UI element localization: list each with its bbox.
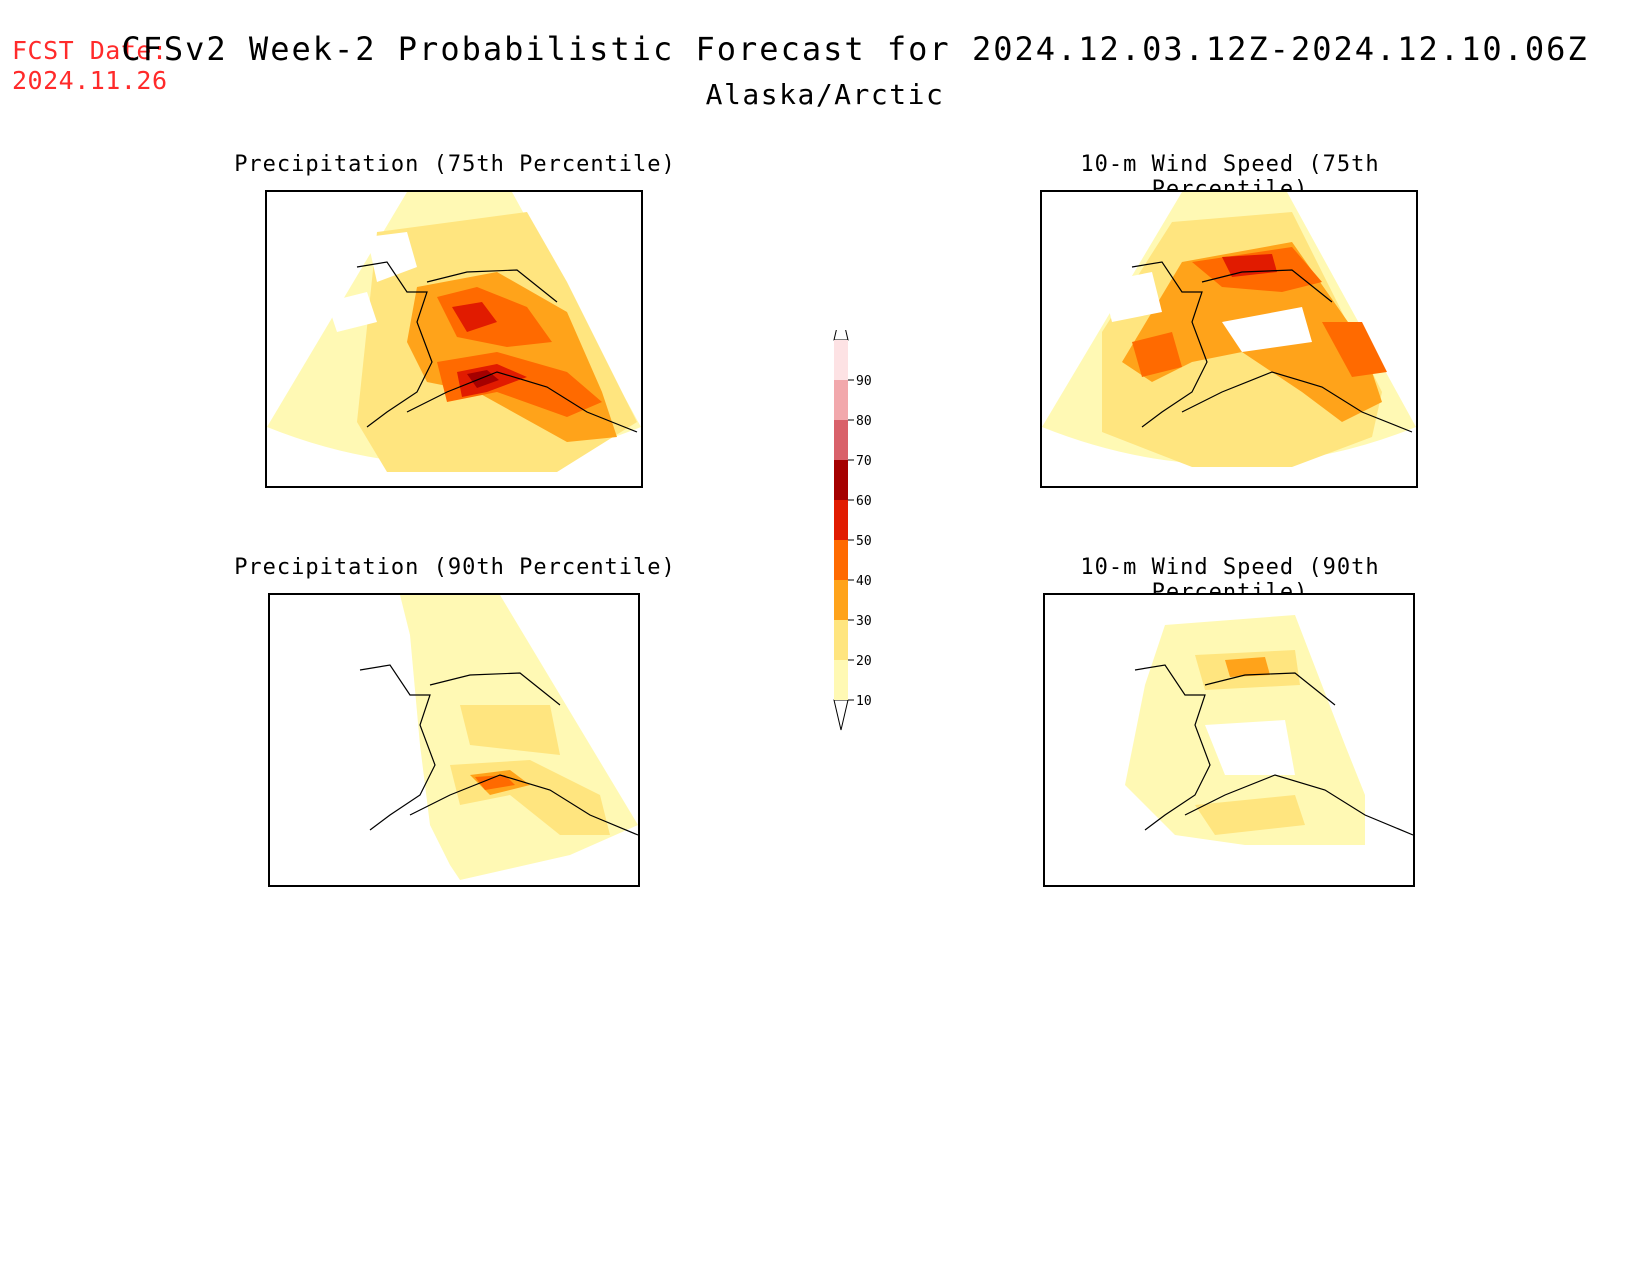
legend-top-arrow xyxy=(833,309,849,341)
fcst-date-value: 2024.11.26 xyxy=(12,66,168,95)
map-precip-90 xyxy=(268,593,640,887)
legend-tick-label: 40 xyxy=(856,574,872,589)
legend-tick-label: 90 xyxy=(856,374,872,389)
legend-swatch xyxy=(834,620,848,660)
legend-swatch xyxy=(834,420,848,460)
legend-tick-label: 10 xyxy=(856,694,872,709)
map-precip-75 xyxy=(265,190,643,488)
color-legend: 10 20 30 40 50 60 70 80 90 xyxy=(820,309,900,750)
region-subtitle: Alaska/Arctic xyxy=(705,78,945,111)
legend-swatch xyxy=(834,380,848,420)
legend-tick-label: 20 xyxy=(856,654,872,669)
fcst-date-block: FCST Date: 2024.11.26 xyxy=(12,36,168,96)
legend-tick-label: 80 xyxy=(856,414,872,429)
panel-title-precip-75: Precipitation (75th Percentile) xyxy=(234,152,676,177)
legend-tick-label: 30 xyxy=(856,614,872,629)
legend-swatch xyxy=(834,340,848,380)
legend-swatch xyxy=(834,660,848,700)
legend-tick-label: 70 xyxy=(856,454,872,469)
legend-swatch xyxy=(834,460,848,500)
map-wind-75 xyxy=(1040,190,1418,488)
page-title: CFSv2 Week-2 Probabilistic Forecast for … xyxy=(121,30,1589,68)
legend-swatch xyxy=(834,580,848,620)
legend-bottom-arrow xyxy=(833,699,849,731)
legend-tick-label: 60 xyxy=(856,494,872,509)
legend-swatch xyxy=(834,500,848,540)
legend-swatch xyxy=(834,540,848,580)
map-wind-90 xyxy=(1043,593,1415,887)
fcst-date-label: FCST Date: xyxy=(12,36,168,65)
legend-tick-label: 50 xyxy=(856,534,872,549)
panel-title-precip-90: Precipitation (90th Percentile) xyxy=(234,555,676,580)
